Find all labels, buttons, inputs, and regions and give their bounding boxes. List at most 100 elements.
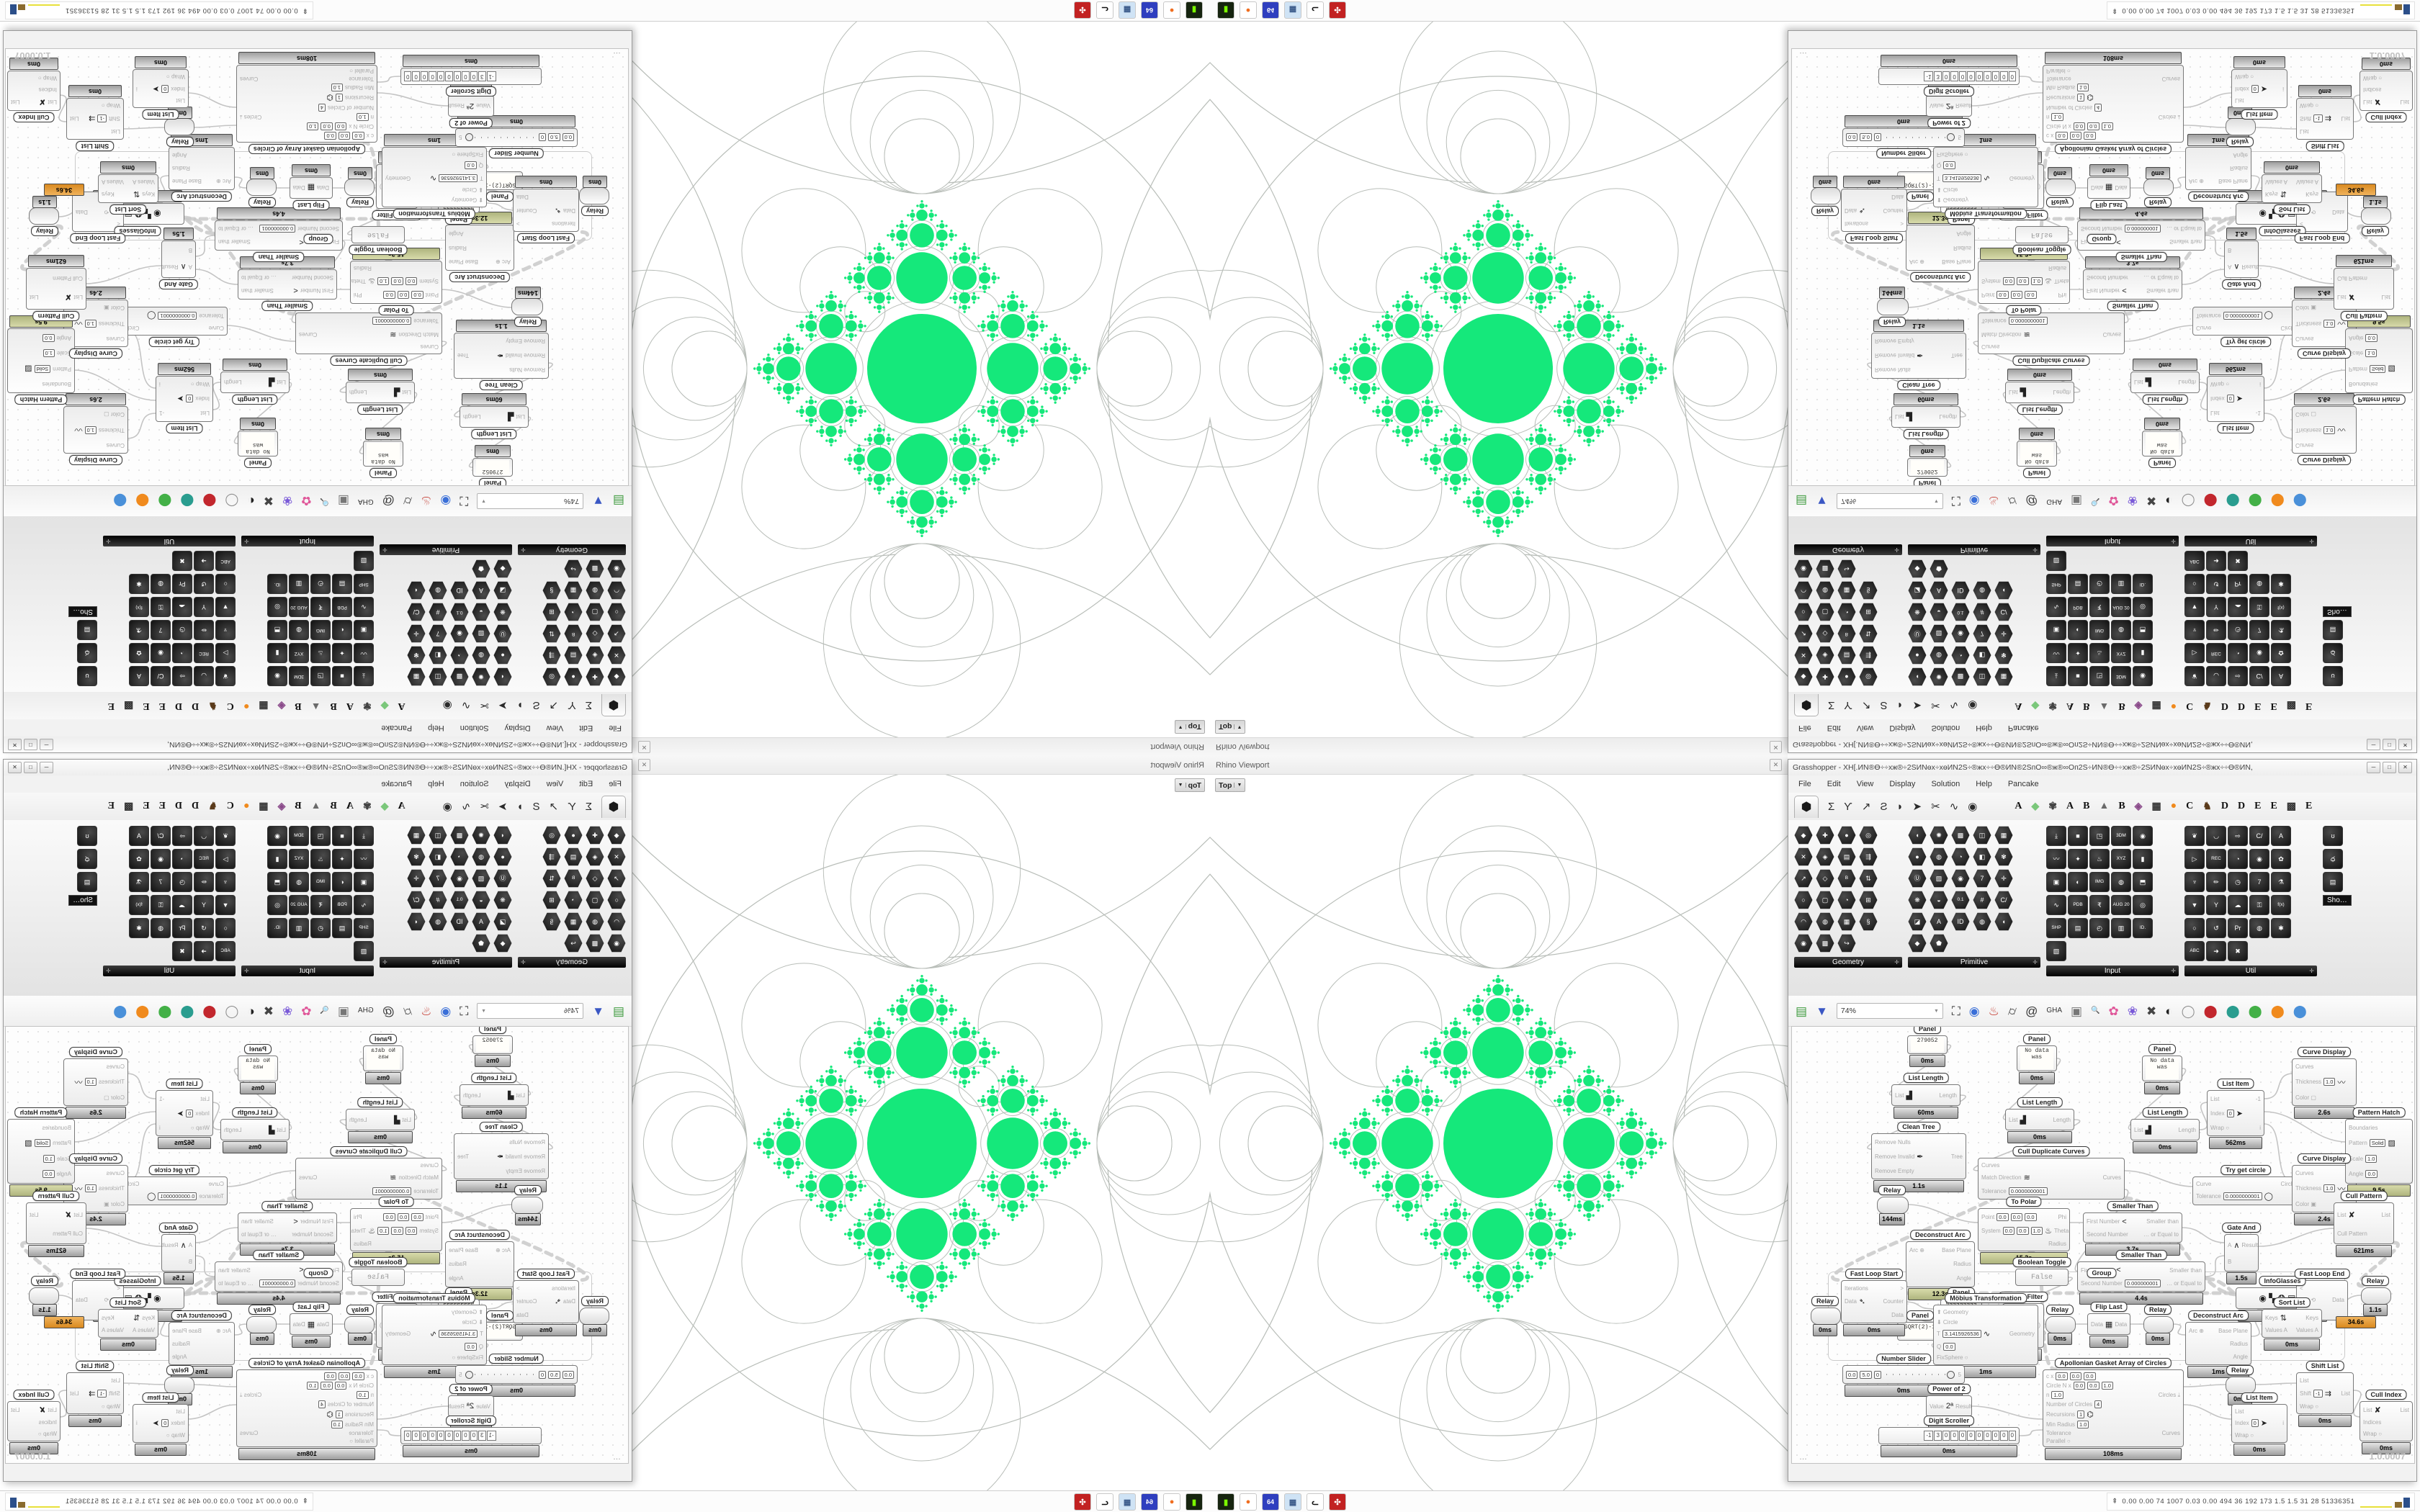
node-gate-and[interactable]: A ∧ Result B — [161, 1234, 196, 1272]
component-icon-2-14[interactable]: ⬒ — [267, 872, 287, 892]
component-icon-3-9[interactable]: ✿ — [2271, 849, 2291, 869]
input-port-label[interactable]: List — [277, 1126, 286, 1133]
node-list-item[interactable]: List -1 Index 0 ➤ Wrap ○ i — [2207, 1090, 2264, 1136]
node-header-pattern-hatch[interactable]: Pattern Hatch — [14, 395, 68, 405]
component-icon-2-10[interactable]: ▣ — [2046, 620, 2066, 640]
digit-cell[interactable]: 0 — [1975, 1431, 1984, 1441]
input-port-label[interactable]: Circle N x — [2046, 1382, 2071, 1389]
preview-wire-icon[interactable]: ◯ — [225, 1004, 239, 1018]
value-chip[interactable]: 0.0000000001 — [2008, 1187, 2048, 1195]
input-port-label[interactable]: Match Direction — [398, 1174, 439, 1182]
node-header-try-get-circle[interactable]: Try get circle — [149, 337, 200, 347]
component-icon-3-15[interactable]: ▼ — [215, 597, 236, 617]
component-icon-0-18[interactable]: ▦ — [564, 912, 583, 931]
component-icon-0-5[interactable]: ◈ — [1816, 646, 1834, 665]
wire-display-icon[interactable]: ✖ — [2146, 1004, 2157, 1018]
rhino-icon[interactable]: ᓚ — [1307, 1493, 1324, 1511]
input-port-label[interactable]: FixSphere ○ — [452, 1354, 483, 1362]
component-icon-3-15[interactable]: ▼ — [215, 895, 236, 915]
plugin-tab-2[interactable]: ✾ — [363, 801, 372, 812]
component-icon-3-19[interactable]: f(x) — [129, 597, 149, 617]
output-port-label[interactable]: Counter — [1883, 1298, 1904, 1305]
output-port-label[interactable]: Counter — [516, 1298, 537, 1305]
node-header-panel[interactable]: Panel — [478, 1026, 507, 1034]
node-header-relay[interactable]: Relay — [1878, 317, 1906, 327]
remote-icon[interactable]: @ — [382, 494, 395, 508]
node-try-get-circle[interactable]: Curve Circle Tolerance 0.0000000001 ◯ — [2192, 307, 2299, 336]
input-port-label[interactable]: Tolerance — [1981, 318, 2007, 325]
node-cull-duplicate-curves[interactable]: Curves Match Direction ≋ Curves Tolerance 0.0… — [1978, 312, 2125, 354]
component-icon-1-6[interactable]: ◍ — [472, 646, 490, 665]
digit-cell[interactable]: 0 — [1958, 71, 1967, 81]
component-icon-2-14[interactable]: ⬒ — [2133, 872, 2153, 892]
component-icon-0-13[interactable]: ▢ — [1816, 891, 1834, 909]
plugin-tab-9[interactable]: ● — [243, 801, 250, 811]
slider-knob[interactable] — [465, 133, 474, 141]
plugin-tab-8[interactable]: ▦ — [2151, 700, 2161, 711]
input-port-label[interactable]: List — [2363, 98, 2372, 105]
component-icon-1-25[interactable]: ◆ — [493, 559, 512, 578]
gumball-icon[interactable]: ⌭ — [2007, 494, 2017, 508]
digit-cell[interactable]: 0 — [2000, 1431, 2008, 1441]
input-port-label[interactable]: Curves — [106, 1063, 125, 1071]
output-port-label[interactable]: Theta — [2053, 278, 2069, 285]
component-icon-4-2[interactable]: ▤ — [2323, 872, 2343, 892]
output-port-label[interactable]: i — [2259, 1124, 2261, 1131]
value-chip[interactable]: 0.0 — [352, 132, 364, 140]
slider-chip[interactable]: 5.0 — [548, 133, 560, 142]
node-digit-scroller[interactable]: -1 3 0 0 0 0 0 0 0 0 0 — [400, 68, 542, 85]
node-cull-index[interactable]: List ✘ List Indices Wrap ○ — [2360, 71, 2413, 111]
node-panel[interactable]: 279052 — [1907, 458, 1948, 477]
node-header-relay[interactable]: Relay — [346, 1305, 375, 1315]
grasshopper-badge-icon[interactable]: ✣ — [1329, 1, 1346, 19]
node-list-item[interactable]: List -1 Index 0 ➤ Wrap ○ i — [156, 376, 213, 422]
component-icon-0-6[interactable]: ▤ — [1837, 646, 1856, 665]
value-chip[interactable]: Solid — [34, 365, 51, 373]
output-port-label[interactable]: Circles ⤓ — [2158, 1391, 2180, 1398]
node-fast-loop-start[interactable]: Iterations > Data ➴ Counter Data — [1841, 1280, 1907, 1323]
component-icon-1-2[interactable]: ▩ — [1951, 826, 1970, 845]
category-tab-icon-1[interactable]: Ƴ — [1844, 699, 1852, 712]
output-port-label[interactable]: Base Plane — [2218, 1327, 2248, 1334]
component-icon-3-6[interactable]: REC — [2206, 643, 2226, 663]
category-tab-icon-0[interactable]: Σ — [1828, 800, 1835, 813]
node-header-list-length[interactable]: List Length — [2017, 1097, 2063, 1107]
component-icon-1-22[interactable]: ID — [1951, 912, 1970, 931]
input-port-label[interactable]: Wrap ○ — [2300, 1403, 2319, 1410]
input-port-label[interactable]: Remove Empty — [1875, 338, 1914, 345]
input-port-label[interactable]: T — [480, 174, 483, 181]
component-icon-1-9[interactable]: ✾ — [1994, 646, 2013, 665]
slider-track[interactable] — [1886, 1371, 1955, 1379]
component-icon-3-7[interactable]: ◔ — [172, 643, 192, 663]
component-icon-3-2[interactable]: ⇨ — [2228, 826, 2248, 846]
menu-solution[interactable]: Solution — [1931, 780, 1960, 788]
input-port-label[interactable]: Wrap ○ — [2235, 73, 2254, 80]
node-sort-list[interactable]: Keys ⇅ Keys Values A Values A — [98, 174, 158, 203]
component-icon-1-17[interactable]: 0.1 — [450, 891, 469, 909]
component-icon-0-20[interactable]: ◉ — [607, 934, 626, 953]
output-port-label[interactable]: Length — [349, 1116, 367, 1123]
component-icon-3-2[interactable]: ⇨ — [172, 826, 192, 846]
component-icon-0-3[interactable]: ◎ — [542, 826, 561, 845]
output-port-label[interactable]: Length — [2053, 1116, 2071, 1123]
category-tab-icon-8[interactable]: ◉ — [442, 699, 452, 711]
component-icon-0-15[interactable]: ⊞ — [542, 603, 561, 621]
component-icon-3-17[interactable]: ☁ — [172, 895, 192, 915]
input-port-label[interactable]: n — [370, 114, 374, 120]
close-button[interactable]: ✕ — [2398, 739, 2412, 750]
input-port-label[interactable]: Values A — [133, 179, 155, 185]
component-icon-2-8[interactable]: XYZ — [2111, 643, 2131, 663]
component-icon-1-23[interactable]: ◍ — [1973, 912, 1991, 931]
input-port-label[interactable]: Index — [195, 395, 210, 402]
output-port-label[interactable]: Radius — [1953, 244, 1971, 251]
category-tab-icon-2[interactable]: ↗ — [549, 801, 559, 813]
output-port-label[interactable]: Curves — [240, 1430, 259, 1436]
slider-chip[interactable]: 0.0 — [562, 1370, 574, 1379]
component-icon-0-2[interactable]: ● — [1837, 826, 1856, 845]
component-icon-1-13[interactable]: 7 — [429, 869, 447, 888]
gha-icon[interactable]: GHA — [357, 498, 374, 505]
remote-icon[interactable]: @ — [2025, 494, 2038, 508]
node-header-digit-scroller[interactable]: Digit Scroller — [445, 1416, 497, 1426]
input-port-label[interactable]: Min Radius — [2046, 84, 2076, 91]
output-port-label[interactable]: Counter — [516, 207, 537, 214]
